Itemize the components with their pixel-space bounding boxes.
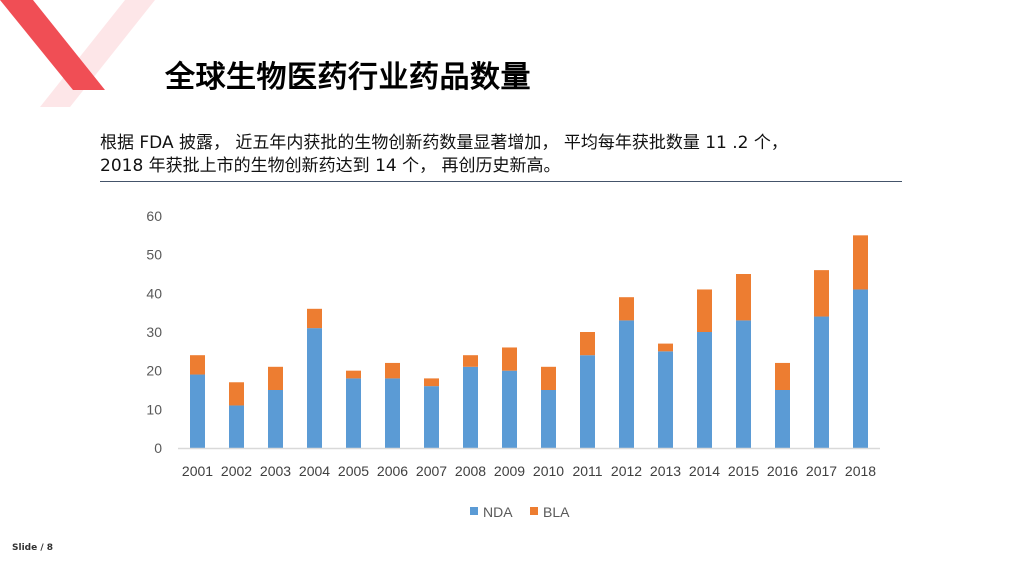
bar-nda-2010 (541, 390, 556, 448)
description-line-1: 根据 FDA 披露， 近五年内获批的生物创新药数量显著增加， 平均每年获批数量 … (100, 133, 788, 153)
bar-bla-2006 (385, 362, 400, 379)
bar-nda-2018 (853, 289, 868, 448)
x-tick-label: 2015 (728, 463, 759, 479)
description-line-2: 2018 年获批上市的生物创新药达到 14 个， 再创历史新高。 (100, 156, 561, 176)
x-tick-label: 2006 (377, 463, 408, 479)
bar-bla-2010 (541, 366, 556, 390)
x-tick-label: 2018 (845, 463, 876, 479)
y-tick-label: 40 (146, 285, 162, 301)
x-tick-label: 2013 (650, 463, 681, 479)
bar-nda-2013 (658, 351, 673, 448)
bar-bla-2009 (502, 347, 517, 371)
bar-bla-2002 (229, 382, 244, 406)
bar-nda-2008 (463, 366, 478, 448)
bar-bla-2011 (580, 332, 595, 356)
bar-bla-2012 (619, 297, 634, 321)
slide-number: Slide / 8 (12, 543, 54, 553)
x-tick-label: 2005 (338, 463, 369, 479)
x-tick-label: 2007 (416, 463, 447, 479)
bar-nda-2003 (268, 390, 283, 448)
page-title: 全球生物医药行业药品数量 (165, 60, 531, 95)
bar-bla-2008 (463, 355, 478, 367)
bar-bla-2018 (853, 235, 868, 290)
bar-bla-2003 (268, 366, 283, 390)
legend-label-nda: NDA (483, 504, 513, 520)
x-tick-label: 2003 (260, 463, 291, 479)
bar-nda-2016 (775, 390, 790, 448)
bar-bla-2001 (190, 355, 205, 375)
y-tick-label: 30 (146, 324, 162, 340)
x-tick-label: 2009 (494, 463, 525, 479)
x-tick-label: 2008 (455, 463, 486, 479)
divider (100, 181, 902, 182)
x-tick-label: 2002 (221, 463, 252, 479)
y-tick-label: 20 (146, 363, 162, 379)
bar-nda-2014 (697, 332, 712, 448)
bar-nda-2007 (424, 386, 439, 448)
bar-nda-2006 (385, 378, 400, 448)
bar-nda-2009 (502, 370, 517, 448)
x-tick-label: 2001 (182, 463, 213, 479)
y-tick-label: 60 (146, 208, 162, 224)
bar-nda-2012 (619, 320, 634, 448)
corner-decoration (0, 0, 155, 107)
x-tick-label: 2014 (689, 463, 720, 479)
bar-nda-2001 (190, 374, 205, 448)
legend-label-bla: BLA (543, 504, 570, 520)
bar-bla-2005 (346, 370, 361, 379)
bar-nda-2002 (229, 405, 244, 448)
x-tick-label: 2016 (767, 463, 798, 479)
legend-swatch-bla (530, 507, 538, 515)
bar-nda-2005 (346, 378, 361, 448)
bar-bla-2007 (424, 378, 439, 387)
bar-bla-2004 (307, 308, 322, 329)
x-tick-label: 2010 (533, 463, 564, 479)
bar-nda-2004 (307, 328, 322, 448)
y-tick-label: 0 (154, 440, 162, 456)
bar-nda-2011 (580, 355, 595, 448)
x-tick-label: 2004 (299, 463, 330, 479)
bar-bla-2013 (658, 343, 673, 352)
bar-nda-2017 (814, 316, 829, 448)
y-tick-label: 10 (146, 401, 162, 417)
bar-bla-2016 (775, 362, 790, 390)
legend-swatch-nda (470, 507, 478, 515)
x-tick-label: 2012 (611, 463, 642, 479)
y-tick-label: 50 (146, 247, 162, 263)
bar-nda-2015 (736, 320, 751, 448)
x-tick-label: 2017 (806, 463, 837, 479)
x-tick-label: 2011 (572, 463, 602, 479)
red-stripe (0, 0, 105, 90)
bar-bla-2014 (697, 289, 712, 332)
bar-bla-2015 (736, 274, 751, 321)
bar-bla-2017 (814, 270, 829, 317)
